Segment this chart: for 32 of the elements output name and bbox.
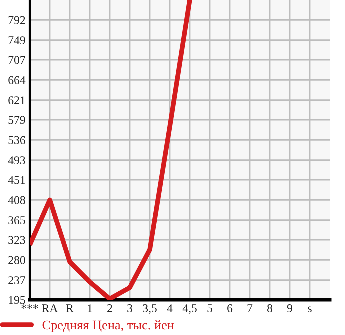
x-tick-label: 4,5 xyxy=(182,304,197,314)
y-tick-label: 280 xyxy=(8,256,26,264)
y-tick-label: 493 xyxy=(8,156,26,165)
legend-label: Средняя Цена, тыс. йен xyxy=(42,320,174,332)
y-tick-label: 749 xyxy=(8,36,26,45)
y-tick-label: 579 xyxy=(8,116,26,124)
y-tick-label: 451 xyxy=(8,176,26,184)
x-tick-label: 7 xyxy=(248,304,253,312)
x-tick-label: 4 xyxy=(167,304,173,312)
y-tick-label: 621 xyxy=(8,96,26,105)
x-tick-label: 6 xyxy=(228,304,233,312)
y-tick-label: 792 xyxy=(8,16,26,24)
y-tick-label: 664 xyxy=(8,76,26,84)
line-series xyxy=(30,0,192,300)
y-tick-label: 707 xyxy=(8,56,26,64)
y-tick-label: 365 xyxy=(8,216,26,225)
y-tick-label: 195 xyxy=(9,296,26,304)
x-tick-label: RA xyxy=(42,304,58,312)
x-tick-label: 5 xyxy=(208,304,212,312)
y-tick-label: 237 xyxy=(8,276,26,285)
y-tick-label: 536 xyxy=(8,136,26,144)
x-tick-label: 3 xyxy=(128,304,132,312)
y-tick-label: 408 xyxy=(8,196,26,204)
x-tick-label: 3,5 xyxy=(143,304,157,314)
x-tick-label: 9 xyxy=(287,304,292,312)
x-tick-label: *** xyxy=(22,304,38,309)
y-tick-label: 323 xyxy=(8,236,26,244)
x-tick-label: s xyxy=(308,306,312,312)
x-tick-label: 1 xyxy=(88,304,92,312)
x-tick-label: 2 xyxy=(108,304,112,312)
x-tick-label: R xyxy=(66,304,74,312)
x-tick-label: 8 xyxy=(268,304,272,312)
